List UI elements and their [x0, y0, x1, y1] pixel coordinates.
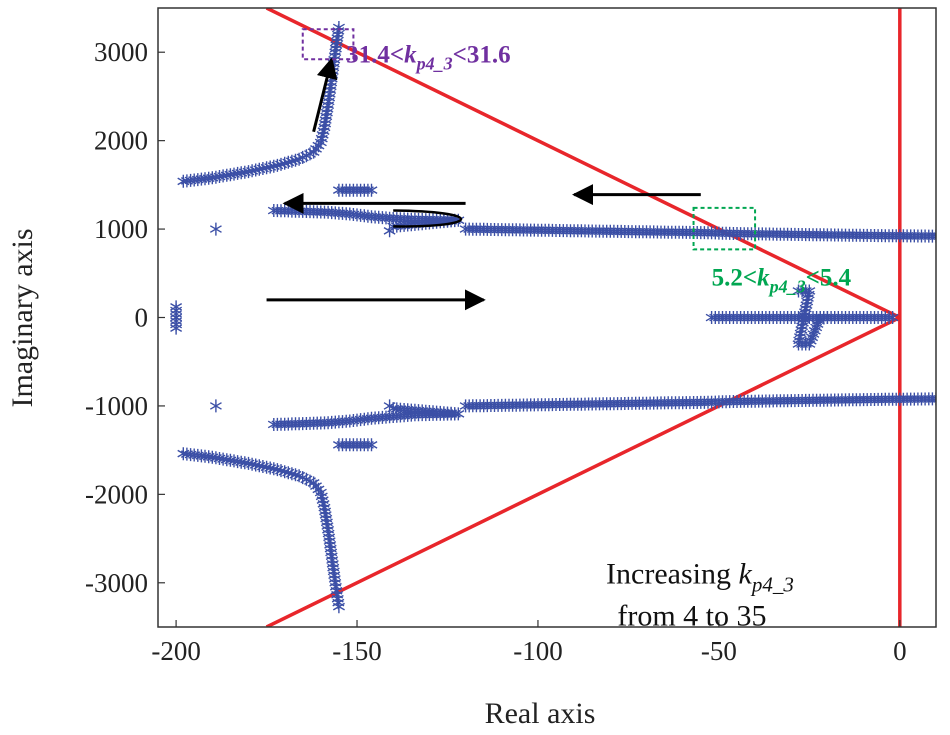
- x-tick-label: -150: [332, 636, 382, 666]
- pole-marker: [332, 600, 345, 614]
- pole-marker: [926, 229, 936, 243]
- pole-marker: [365, 438, 378, 452]
- pole-marker: [332, 21, 345, 34]
- pole-marker: [170, 321, 183, 335]
- y-tick-label: -3000: [85, 568, 148, 598]
- x-axis-label: Real axis: [485, 697, 596, 730]
- series-real-axis: [170, 311, 899, 324]
- y-tick-label: 1000: [94, 214, 148, 244]
- annotation-box-layer: [301, 28, 757, 251]
- pole-marker: [926, 392, 936, 406]
- boundary-line-damping-lower: [265, 315, 901, 627]
- series-complex-near-axis: [792, 284, 834, 351]
- annotation-box-green: [692, 206, 757, 251]
- series-lower-row: [209, 392, 936, 413]
- annotation-green-range: 5.2<kp4_3<5.4: [712, 265, 852, 297]
- y-tick-label: 3000: [94, 37, 148, 67]
- series-upper-small-cluster: [332, 183, 378, 197]
- series-lower-small-cluster: [332, 438, 378, 452]
- y-tick-label: 2000: [94, 126, 148, 156]
- pole-marker: [886, 311, 899, 324]
- arrow-upper-branch: [312, 57, 338, 133]
- boundary-layer: [265, 8, 902, 627]
- arrow-loop-curve: [393, 209, 463, 228]
- pole-marker: [383, 399, 396, 413]
- x-tick-label: -100: [513, 636, 563, 666]
- series-lower-loop: [267, 399, 465, 431]
- boundary-line-damping-upper: [265, 8, 901, 320]
- y-tick-label: -2000: [85, 479, 148, 509]
- annotation-increasing-label: Increasing kp4_3: [606, 557, 794, 596]
- annotation-gain-range: from 4 to 35: [617, 599, 766, 632]
- series-lower-branch: [177, 447, 345, 614]
- y-axis-label: Imaginary axis: [6, 228, 39, 407]
- arrow-layer: [266, 57, 701, 311]
- y-tick-label: -1000: [85, 391, 148, 421]
- annotation-purple-range: 31.4<kp4_3<31.6: [346, 41, 511, 73]
- x-tick-label: -50: [701, 636, 737, 666]
- x-tick-label: 0: [893, 636, 907, 666]
- y-ticks: -3000 -2000 -1000 0 1000 2000 3000: [85, 37, 165, 598]
- x-tick-label: -200: [151, 636, 201, 666]
- pole-marker: [365, 183, 378, 197]
- pole-marker: [383, 224, 396, 238]
- y-tick-label: 0: [135, 303, 149, 333]
- pole-marker: [209, 222, 222, 236]
- pole-marker: [930, 392, 936, 406]
- series-real-axis-end-cluster: [170, 300, 183, 335]
- pole-marker: [209, 399, 222, 413]
- pole-marker: [821, 311, 834, 324]
- annotation-box-purple: [301, 28, 355, 61]
- pole-marker: [930, 229, 936, 243]
- x-ticks: -200 -150 -100 -50 0: [151, 620, 907, 666]
